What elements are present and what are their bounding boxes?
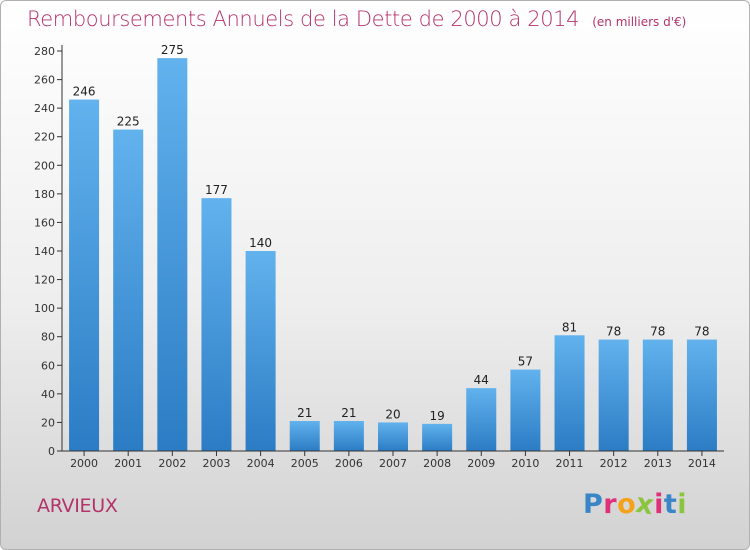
x-tick-label-2003: 2003: [202, 457, 230, 470]
x-tick-label-2000: 2000: [70, 457, 98, 470]
y-tick-label: 120: [34, 274, 55, 287]
commune-name: ARVIEUX: [37, 495, 118, 517]
bar-2000: [69, 99, 100, 452]
logo-letter: P: [583, 489, 604, 520]
y-tick-label: 100: [34, 302, 55, 315]
x-tick-label-2006: 2006: [335, 457, 363, 470]
bar-2004: [245, 251, 276, 451]
y-tick-label: 40: [41, 388, 55, 401]
value-label-2003: 177: [205, 183, 228, 197]
logo-letter: i: [654, 489, 664, 520]
y-axis: 0 20 40 60 80 100 120 140 160 180 200 220 240 260 280: [34, 45, 63, 458]
value-label-2009: 44: [474, 373, 489, 387]
x-axis: 2000 2001 2002 2003 2004 2005 2006 2007 2008 2009…: [62, 450, 724, 470]
y-tick-label: 220: [34, 131, 55, 144]
logo-letter: i: [677, 489, 688, 520]
x-tick-label-2014: 2014: [688, 457, 716, 470]
bar-2008: [422, 423, 453, 451]
y-tick-label: 60: [41, 359, 55, 372]
x-tick-label-2007: 2007: [379, 457, 407, 470]
chart-title-line: Remboursements Annuels de la Dette de 20…: [27, 7, 686, 31]
y-tick-label: 0: [48, 445, 55, 458]
bar-2014: [686, 339, 717, 451]
value-label-2012: 78: [606, 325, 621, 339]
x-tick-label-2011: 2011: [556, 457, 584, 470]
y-tick-label: 280: [34, 45, 55, 58]
y-tick-label: 180: [34, 188, 55, 201]
bar-2012: [598, 339, 629, 451]
value-label-2013: 78: [650, 325, 665, 339]
bar-2007: [377, 422, 409, 451]
y-tick-label: 160: [34, 216, 55, 229]
x-tick-label-2010: 2010: [511, 457, 539, 470]
bar-2011: [554, 335, 585, 451]
value-label-2004: 140: [249, 236, 272, 250]
x-tick-label-2004: 2004: [247, 457, 275, 470]
value-label-2000: 246: [73, 85, 96, 99]
bar-2006: [333, 421, 364, 451]
y-tick-label: 20: [41, 416, 55, 429]
value-label-2005: 21: [297, 406, 312, 420]
bar-2009: [466, 388, 497, 451]
bar-2005: [289, 421, 320, 451]
value-label-2010: 57: [518, 355, 533, 369]
bar-2001: [113, 129, 144, 452]
value-label-2008: 19: [429, 409, 444, 423]
y-tick-label: 260: [34, 74, 55, 87]
value-label-2014: 78: [694, 325, 709, 339]
y-tick-label: 200: [34, 159, 55, 172]
x-tick-label-2001: 2001: [114, 457, 142, 470]
x-tick-label-2005: 2005: [291, 457, 319, 470]
value-label-2011: 81: [562, 320, 577, 334]
value-label-2001: 225: [117, 115, 140, 129]
x-tick-label-2009: 2009: [467, 457, 495, 470]
logo-letter: t: [663, 489, 678, 520]
bar-2003: [201, 198, 232, 451]
x-tick-label-2012: 2012: [600, 457, 628, 470]
value-label-2002: 275: [161, 43, 184, 57]
x-tick-label-2008: 2008: [423, 457, 451, 470]
x-tick-label-2013: 2013: [644, 457, 672, 470]
y-tick-label: 240: [34, 102, 55, 115]
bar-2002: [157, 58, 188, 452]
x-tick-label-2002: 2002: [158, 457, 186, 470]
chart-unit: (en milliers d'€): [592, 15, 687, 29]
value-label-2006: 21: [341, 406, 356, 420]
y-tick-label: 140: [34, 245, 55, 258]
bar-2010: [510, 369, 541, 451]
value-label-2007: 20: [385, 407, 400, 421]
proxiti-logo: Proxiti: [583, 488, 688, 522]
chart-title: Remboursements Annuels de la Dette de 20…: [27, 7, 580, 31]
bars: 246 225 275 177 140 21 21 20 19 44 57 81 78 78 78: [69, 43, 717, 452]
bar-2013: [642, 339, 673, 451]
y-tick-label: 80: [41, 331, 55, 344]
logo-letter: r: [603, 489, 618, 520]
